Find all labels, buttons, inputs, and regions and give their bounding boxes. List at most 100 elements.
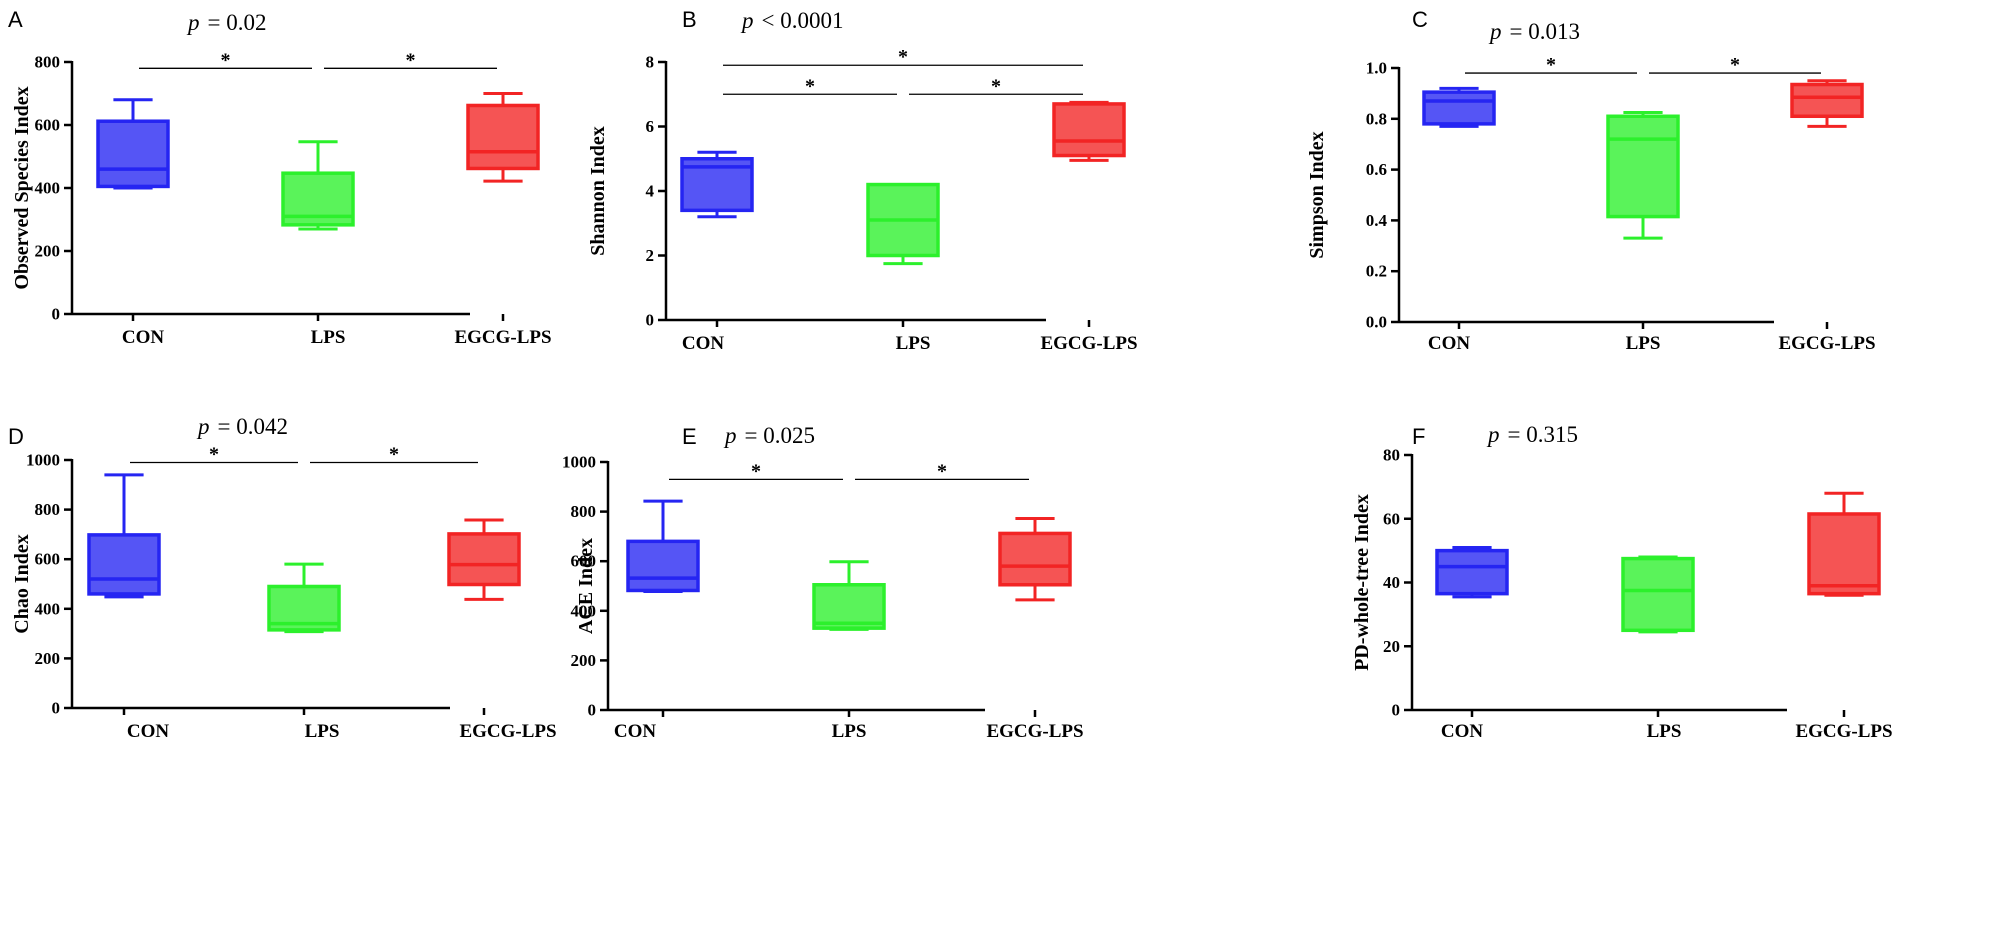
p-symbol: p — [1486, 422, 1500, 447]
significance-star: * — [805, 75, 815, 97]
panel-letter: E — [682, 424, 697, 449]
y-tick-label: 8 — [646, 53, 655, 72]
y-tick-label: 0.4 — [1366, 211, 1388, 230]
y-tick-label: 0.2 — [1366, 262, 1387, 281]
x-tick-label: EGCG-LPS — [454, 327, 551, 348]
y-tick-label: 800 — [35, 500, 61, 519]
y-tick-label: 200 — [35, 242, 61, 261]
iqr-box — [1052, 102, 1126, 158]
iqr-box — [998, 531, 1072, 587]
significance-star: * — [991, 75, 1001, 97]
y-axis-label: ACE Index — [575, 538, 597, 634]
significance-star: * — [1730, 54, 1740, 76]
box-con — [96, 98, 170, 190]
box-egcg-lps — [466, 92, 540, 183]
x-tick-label: CON — [682, 333, 725, 354]
x-tick-label: LPS — [305, 721, 340, 742]
box-egcg-lps — [447, 518, 521, 601]
p-symbol: p — [740, 8, 754, 33]
y-tick-label: 0 — [646, 311, 655, 330]
box-con — [1422, 86, 1496, 128]
box-lps — [267, 562, 341, 634]
y-tick-label: 800 — [35, 53, 61, 72]
x-tick-label: LPS — [896, 333, 931, 354]
y-tick-label: 800 — [571, 502, 597, 521]
y-tick-label: 6 — [646, 117, 655, 136]
x-tick-label: EGCG-LPS — [1795, 721, 1892, 742]
p-value-label: p = 0.025 — [723, 423, 815, 448]
y-tick-label: 200 — [35, 649, 61, 668]
box-con — [626, 499, 700, 593]
y-tick-label: 40 — [1383, 573, 1400, 592]
p-symbol: p — [723, 423, 737, 448]
y-tick-label: 600 — [35, 116, 61, 135]
panel-letter: B — [682, 7, 697, 32]
box-egcg-lps — [1790, 79, 1864, 128]
y-tick-label: 400 — [35, 179, 61, 198]
p-value-text: = 0.315 — [1508, 422, 1578, 447]
x-tick-label: LPS — [311, 327, 346, 348]
p-value-text: < 0.0001 — [762, 8, 844, 33]
x-tick-label: EGCG-LPS — [986, 721, 1083, 742]
iqr-box — [812, 583, 886, 630]
y-tick-label: 600 — [571, 552, 597, 571]
iqr-box — [1422, 90, 1496, 126]
box-egcg-lps — [998, 517, 1072, 602]
x-tick-label: CON — [614, 721, 657, 742]
y-tick-label: 0.6 — [1366, 160, 1387, 179]
iqr-box — [466, 103, 540, 171]
y-tick-label: 0.0 — [1366, 313, 1387, 332]
x-tick-label: LPS — [832, 721, 867, 742]
y-tick-label: 0 — [52, 699, 61, 718]
y-tick-label: 0.8 — [1366, 109, 1387, 128]
p-value-text: = 0.042 — [218, 414, 288, 439]
y-axis-label: Simpson Index — [1306, 131, 1328, 258]
significance-star: * — [221, 49, 231, 71]
iqr-box — [626, 539, 700, 593]
y-tick-label: 400 — [35, 599, 61, 618]
y-tick-label: 200 — [571, 651, 597, 670]
x-tick-label: LPS — [1647, 721, 1682, 742]
p-symbol: p — [186, 10, 200, 35]
panel-letter: C — [1412, 7, 1428, 32]
x-tick-label: CON — [1428, 333, 1471, 354]
iqr-box — [1790, 82, 1864, 119]
p-value-text: = 0.025 — [745, 423, 815, 448]
box-lps — [812, 560, 886, 631]
p-symbol: p — [1488, 19, 1502, 44]
box-lps — [866, 182, 940, 266]
x-tick-label: CON — [1441, 721, 1484, 742]
y-tick-label: 400 — [571, 601, 597, 620]
y-tick-label: 2 — [646, 246, 655, 265]
y-axis-label: Shannon Index — [587, 126, 609, 256]
panel-letter: F — [1412, 424, 1425, 449]
significance-star: * — [406, 49, 416, 71]
box-lps — [1621, 555, 1695, 634]
y-tick-label: 60 — [1383, 509, 1400, 528]
significance-star: * — [1546, 54, 1556, 76]
panel-letter: D — [8, 424, 24, 449]
y-tick-label: 1000 — [562, 453, 596, 472]
y-tick-label: 0 — [52, 305, 61, 324]
box-lps — [281, 140, 355, 231]
iqr-box — [1606, 114, 1680, 219]
p-value-label: p = 0.013 — [1488, 19, 1580, 44]
y-tick-label: 20 — [1383, 637, 1400, 656]
y-tick-label: 1000 — [26, 451, 60, 470]
p-value-label: p = 0.315 — [1486, 422, 1578, 447]
significance-star: * — [937, 460, 947, 482]
p-value-label: p = 0.02 — [186, 10, 266, 35]
box-con — [680, 150, 754, 219]
y-tick-label: 0 — [588, 701, 597, 720]
box-egcg-lps — [1807, 491, 1881, 597]
significance-star: * — [898, 46, 908, 68]
iqr-box — [96, 119, 170, 189]
panel-letter: A — [8, 7, 23, 32]
y-tick-label: 80 — [1383, 446, 1400, 465]
box-lps — [1606, 110, 1680, 240]
